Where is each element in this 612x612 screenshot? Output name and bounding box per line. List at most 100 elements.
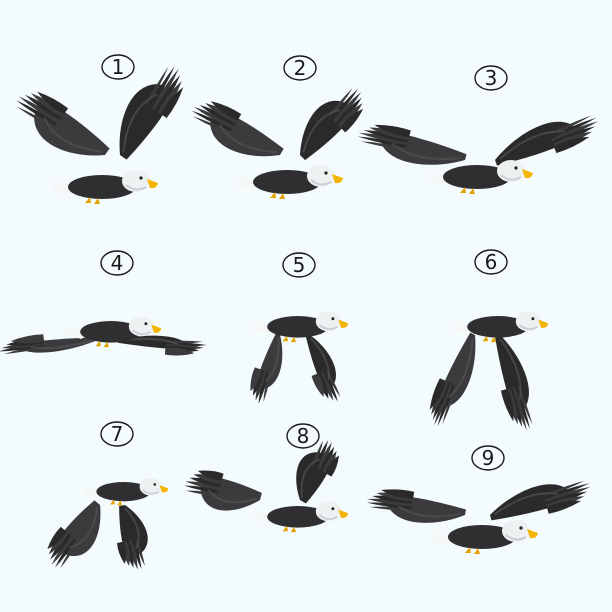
eagle-body — [65, 316, 162, 348]
beak — [332, 174, 343, 184]
talons — [85, 197, 100, 204]
frame-number-label: 8 — [286, 423, 320, 449]
eye — [324, 171, 328, 175]
talons — [95, 340, 109, 348]
wing-far — [366, 489, 466, 523]
frame-5: 5 — [250, 252, 349, 404]
eye — [514, 166, 518, 170]
eagle-wings-flat — [0, 316, 207, 356]
torso — [68, 175, 136, 199]
wing-far — [357, 124, 467, 165]
frame-number-text: 7 — [111, 422, 124, 446]
eye — [331, 317, 335, 321]
eagle-wings-down-deep — [429, 311, 549, 431]
frame-3: 3 — [357, 65, 598, 194]
wing-far — [15, 91, 110, 156]
frame-9: 9 — [366, 445, 591, 554]
frame-number-label: 9 — [471, 445, 505, 471]
tail — [65, 326, 84, 339]
frame-number-text: 2 — [294, 56, 307, 80]
eagle-wings-spread-glide — [366, 480, 591, 554]
frame-number-circle — [283, 55, 317, 81]
frame-number-text: 8 — [297, 424, 310, 448]
eagle-body — [432, 520, 538, 554]
frame-number-label: 5 — [282, 252, 316, 278]
talons — [465, 547, 480, 554]
wing-near — [117, 335, 207, 356]
talons — [460, 187, 475, 194]
beak — [538, 319, 549, 328]
eagle-wings-up — [191, 88, 364, 199]
frame-number-circle — [100, 421, 134, 447]
tail — [237, 176, 257, 190]
eye — [144, 322, 148, 326]
talons — [282, 525, 296, 533]
eagle-body — [427, 160, 533, 194]
talons — [482, 335, 496, 343]
frame-number-text: 4 — [111, 251, 124, 275]
beak — [147, 179, 158, 189]
frame-number-circle — [282, 252, 316, 278]
frame-number-text: 6 — [485, 250, 498, 274]
wing-far — [0, 334, 98, 355]
eagle-wings-forward-up — [184, 440, 349, 533]
tail — [252, 511, 271, 524]
frame-6: 6 — [429, 249, 549, 431]
frame-number-circle — [474, 65, 508, 91]
wing-near — [490, 480, 591, 521]
wing-far — [184, 470, 262, 511]
frame-number-label: 2 — [283, 55, 317, 81]
beak — [338, 319, 349, 328]
frame-number-circle — [471, 445, 505, 471]
eye — [519, 526, 523, 530]
wing-near — [305, 335, 341, 402]
talons — [110, 499, 122, 506]
eagle-body — [452, 311, 549, 343]
wing-far — [47, 500, 101, 569]
beak — [159, 485, 169, 493]
frame-7: 7 — [47, 421, 169, 570]
beak — [522, 169, 533, 179]
beak — [151, 324, 162, 333]
frame-number-label: 4 — [100, 250, 134, 276]
frame-number-label: 1 — [101, 54, 135, 80]
eagle-body — [252, 311, 349, 343]
eagle-body — [252, 501, 349, 533]
eagle-body — [52, 170, 158, 204]
beak — [527, 529, 538, 539]
eye — [153, 483, 157, 486]
tail — [452, 321, 471, 334]
frame-number-circle — [286, 423, 320, 449]
frame-number-label: 7 — [100, 421, 134, 447]
wing-far — [429, 332, 476, 427]
wing-near — [494, 335, 533, 431]
frame-number-text: 5 — [293, 253, 306, 277]
tail — [427, 171, 447, 185]
torso — [443, 165, 511, 189]
eagle-body — [83, 478, 169, 506]
wing-near — [495, 115, 598, 166]
torso — [96, 482, 151, 502]
wing-near — [116, 505, 148, 570]
frame-number-circle — [474, 249, 508, 275]
frame-number-label: 3 — [474, 65, 508, 91]
torso — [267, 316, 329, 338]
eye — [531, 317, 535, 321]
talons — [270, 192, 285, 199]
tail — [52, 181, 72, 195]
frame-number-circle — [101, 54, 135, 80]
wing-far — [191, 101, 284, 157]
frame-number-text: 3 — [485, 66, 498, 90]
torso — [267, 506, 329, 528]
eagle-wings-up-high — [15, 65, 184, 204]
eagle-wings-forward — [47, 478, 169, 570]
tail — [432, 531, 452, 545]
frames: 1 2 3 4 5 6 7 8 9 — [0, 54, 598, 570]
frame-number-text: 1 — [112, 55, 125, 79]
tail — [252, 321, 271, 334]
eagle-wings-level-raised — [357, 115, 598, 194]
frame-1: 1 — [15, 54, 184, 204]
eagle-body — [237, 165, 343, 199]
wing-near — [300, 88, 364, 161]
eagle-wings-down — [250, 311, 349, 404]
